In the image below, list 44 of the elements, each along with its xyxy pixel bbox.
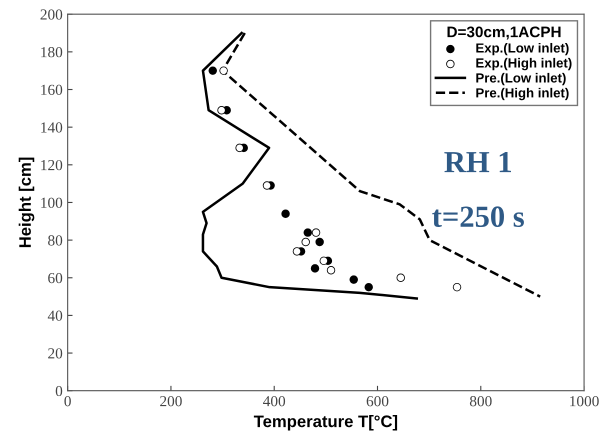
point (320, 256, 328, 266)
x-tick-label: 600 (366, 396, 388, 406)
y-tick-label: 80 (48, 235, 62, 246)
y-tick-label: 0 (56, 386, 62, 396)
legend-title: D=30cm,1ACPH (448, 26, 561, 40)
point (235, 144, 244, 152)
point (292, 247, 302, 256)
point (304, 228, 312, 237)
point (208, 66, 217, 75)
legend-label: Exp.(Low inlet) (476, 42, 569, 56)
point (326, 266, 336, 274)
point (312, 228, 320, 237)
point (364, 282, 373, 292)
x-tick-label: 800 (470, 396, 492, 406)
point (315, 238, 324, 246)
point (262, 181, 272, 190)
legend-label: Exp.(High inlet) (476, 58, 572, 70)
y-tick-label: 60 (48, 272, 62, 284)
x-tick-label: 400 (263, 396, 286, 406)
y-axis-title: Height [cm] (18, 158, 34, 248)
point (396, 274, 405, 282)
x-tick-label: 1000 (570, 396, 599, 406)
x-tick-label: 0 (64, 396, 71, 406)
annotation: t=250 s (432, 206, 524, 228)
point (452, 282, 462, 292)
point (310, 264, 320, 273)
point (217, 106, 226, 114)
point (219, 66, 228, 75)
y-tick-label: 200 (40, 9, 62, 20)
point (301, 238, 310, 246)
x-axis-title: Temperature T[°C] (254, 414, 398, 431)
legend-label: Pre.(Low inlet) (476, 72, 566, 86)
y-tick-label: 160 (41, 84, 62, 95)
legend-label: Pre.(High inlet) (476, 88, 569, 100)
y-tick-label: 140 (41, 122, 62, 133)
y-tick-label: 40 (48, 310, 62, 321)
y-tick-label: 120 (41, 160, 62, 170)
y-tick-label: 20 (48, 348, 62, 359)
x-tick-label: 200 (160, 396, 182, 406)
point (281, 210, 290, 218)
annotation: RH 1 (444, 152, 511, 172)
y-tick-label: 180 (41, 47, 62, 58)
point (350, 275, 358, 284)
y-tick-label: 100 (41, 198, 62, 208)
